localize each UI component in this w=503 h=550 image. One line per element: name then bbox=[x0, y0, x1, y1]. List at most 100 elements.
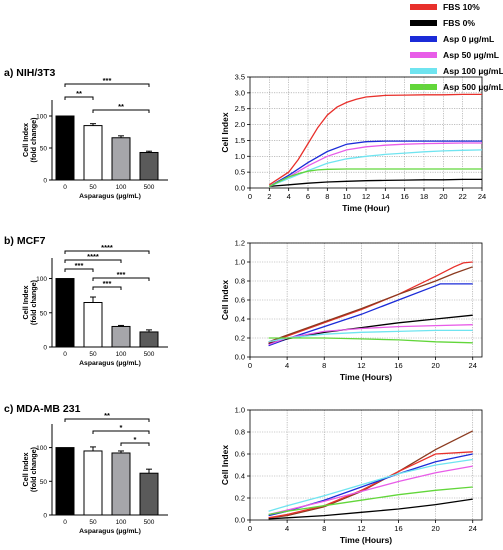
bar bbox=[139, 151, 159, 181]
series-line bbox=[268, 498, 473, 520]
significance-bracket bbox=[64, 259, 122, 263]
x-tick-label: 12 bbox=[357, 361, 365, 370]
series-line bbox=[268, 314, 473, 345]
y-tick-label: 100 bbox=[36, 276, 47, 283]
y-tick-label: 0.2 bbox=[235, 334, 245, 343]
y-tick-label: 3.5 bbox=[235, 73, 245, 82]
significance-bracket bbox=[120, 442, 150, 446]
significance-label: * bbox=[120, 423, 123, 432]
series-line bbox=[268, 486, 473, 516]
legend-label: Asp 500 µg/mL bbox=[443, 82, 503, 92]
bar bbox=[111, 137, 131, 181]
significance-label: ** bbox=[76, 89, 82, 98]
x-tick-label: 50 bbox=[89, 184, 97, 191]
legend-swatch bbox=[410, 36, 437, 42]
y-axis-label: (fold change) bbox=[29, 279, 38, 325]
x-tick-label: 16 bbox=[400, 192, 408, 201]
y-axis-label: (fold change) bbox=[29, 117, 38, 163]
y-tick-label: 1.0 bbox=[235, 152, 245, 161]
x-axis-label: Asparagus (µg/mL) bbox=[79, 528, 141, 535]
series-line bbox=[268, 430, 473, 519]
y-axis-label: Cell Index bbox=[21, 123, 30, 157]
x-tick-label: 16 bbox=[394, 361, 402, 370]
y-tick-label: 0 bbox=[43, 513, 47, 520]
significance-label: *** bbox=[103, 76, 112, 85]
significance-bracket bbox=[92, 109, 150, 113]
legend-item-asp500: Asp 500 µg/mL bbox=[410, 82, 503, 95]
x-tick-label: 4 bbox=[285, 524, 289, 533]
y-tick-label: 1.5 bbox=[235, 136, 245, 145]
significance-label: *** bbox=[75, 261, 84, 270]
significance-bracket bbox=[64, 250, 150, 254]
y-tick-label: 3.0 bbox=[235, 88, 245, 97]
x-tick-label: 20 bbox=[439, 192, 447, 201]
y-tick-label: 0 bbox=[43, 345, 47, 352]
y-tick-label: 0.0 bbox=[235, 184, 245, 193]
legend-label: Asp 50 µg/mL bbox=[443, 50, 500, 60]
x-tick-label: 20 bbox=[431, 361, 439, 370]
y-axis-label: Cell Index bbox=[21, 286, 30, 320]
significance-label: **** bbox=[87, 252, 99, 261]
significance-bracket bbox=[92, 277, 150, 281]
series-line bbox=[269, 178, 482, 188]
x-tick-label: 500 bbox=[144, 184, 155, 191]
series-line bbox=[268, 458, 473, 512]
y-tick-label: 100 bbox=[36, 114, 47, 121]
series-line bbox=[268, 93, 482, 186]
significance-bracket bbox=[92, 286, 122, 290]
x-axis-label: Time (Hour) bbox=[342, 203, 390, 213]
y-tick-label: 0.6 bbox=[235, 450, 245, 459]
significance-bracket bbox=[92, 430, 150, 434]
y-axis-label: Cell Index bbox=[220, 445, 230, 485]
panel-title-c: c) MDA-MB 231 bbox=[4, 403, 81, 415]
y-axis-label: (fold change) bbox=[29, 446, 38, 492]
legend-label: Asp 100 µg/mL bbox=[443, 66, 503, 76]
legend-item-asp50: Asp 50 µg/mL bbox=[410, 50, 503, 63]
x-tick-label: 50 bbox=[89, 351, 97, 358]
x-tick-label: 4 bbox=[287, 192, 291, 201]
x-tick-label: 0 bbox=[248, 524, 252, 533]
plot-frame bbox=[249, 409, 483, 521]
x-tick-label: 20 bbox=[431, 524, 439, 533]
y-tick-label: 0.8 bbox=[235, 428, 245, 437]
x-tick-label: 4 bbox=[285, 361, 289, 370]
bar bbox=[111, 325, 131, 348]
bar bbox=[83, 302, 103, 348]
bar bbox=[139, 472, 159, 516]
x-tick-label: 0 bbox=[63, 184, 67, 191]
series-line bbox=[268, 453, 473, 517]
y-tick-label: 0.0 bbox=[235, 516, 245, 525]
y-tick-label: 0.8 bbox=[235, 277, 245, 286]
y-tick-label: 0.6 bbox=[235, 296, 245, 305]
x-tick-label: 0 bbox=[248, 361, 252, 370]
x-tick-label: 100 bbox=[116, 184, 127, 191]
x-tick-label: 2 bbox=[267, 192, 271, 201]
significance-label: **** bbox=[101, 243, 113, 252]
x-tick-label: 8 bbox=[325, 192, 329, 201]
panel-title-a: a) NIH/3T3 bbox=[4, 67, 56, 79]
significance-bracket bbox=[64, 418, 150, 422]
plot-frame bbox=[249, 76, 483, 189]
series-line bbox=[269, 168, 482, 187]
legend-label: FBS 10% bbox=[443, 2, 480, 12]
x-tick-label: 10 bbox=[342, 192, 350, 201]
legend-swatch bbox=[410, 52, 437, 58]
bar bbox=[55, 447, 75, 516]
x-tick-label: 22 bbox=[458, 192, 466, 201]
x-axis-label: Asparagus (µg/mL) bbox=[79, 360, 141, 367]
significance-label: *** bbox=[117, 270, 126, 279]
y-tick-label: 1.0 bbox=[235, 258, 245, 267]
y-tick-label: 0 bbox=[43, 178, 47, 185]
x-tick-label: 14 bbox=[381, 192, 389, 201]
y-tick-label: 0.0 bbox=[235, 353, 245, 362]
significance-label: * bbox=[134, 435, 137, 444]
x-tick-label: 100 bbox=[116, 519, 127, 526]
series-line bbox=[268, 465, 473, 516]
significance-bracket bbox=[64, 268, 94, 272]
y-axis-label: Cell Index bbox=[21, 453, 30, 487]
bar bbox=[55, 115, 75, 181]
y-tick-label: 0.2 bbox=[235, 494, 245, 503]
legend-item-fbs10: FBS 10% bbox=[410, 2, 503, 15]
series-line bbox=[268, 337, 473, 344]
